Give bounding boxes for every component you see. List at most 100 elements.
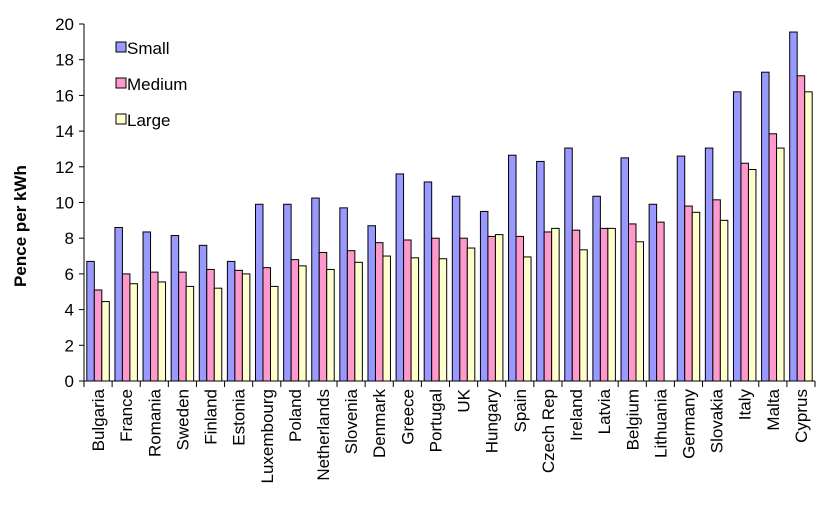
x-tick-label: Romania [145, 388, 164, 457]
bar-medium-bulgaria [93, 289, 103, 382]
bar-medium-luxembourg [262, 267, 271, 382]
y-tick-label: 8 [65, 229, 74, 248]
bar-medium-finland [206, 268, 215, 382]
x-tick-label: Hungary [483, 389, 502, 454]
legend: Small Medium Large [115, 39, 187, 130]
bar-small-romania [142, 231, 152, 382]
x-tick-label: Bulgaria [89, 388, 108, 451]
bar-medium-slovakia [712, 199, 721, 382]
bar-medium-cyprus [796, 75, 806, 382]
legend-swatch-large [115, 113, 127, 125]
bar-large-italy [747, 168, 757, 382]
bar-small-greece [395, 173, 405, 382]
bar-small-slovakia [704, 147, 714, 382]
x-tick-label: Sweden [173, 389, 192, 450]
legend-label-large: Large [127, 111, 170, 130]
x-tick-label: Slovakia [708, 388, 727, 453]
x-tick-label: Portugal [426, 389, 445, 452]
x-tick-label: Denmark [370, 389, 389, 458]
bar-medium-spain [515, 235, 525, 382]
bar-medium-belgium [628, 223, 637, 382]
x-tick-label: Estonia [230, 388, 249, 445]
y-tick-labels: 0 2 4 6 8 10 12 14 16 18 20 [55, 15, 74, 391]
bar-small-slovenia [339, 207, 348, 382]
y-tick-label: 10 [55, 194, 74, 213]
bar-medium-denmark [374, 242, 384, 382]
bar-small-bulgaria [86, 260, 95, 382]
bar-large-czech-rep [551, 227, 560, 382]
bar-large-malta [776, 147, 785, 382]
bar-small-ireland [564, 147, 573, 382]
x-tick-label: Netherlands [314, 389, 333, 481]
bar-large-spain [523, 256, 532, 382]
legend-swatch-medium [115, 77, 127, 89]
bar-small-spain [508, 154, 517, 382]
bar-medium-netherlands [318, 251, 328, 382]
x-tick-label: Greece [398, 389, 417, 445]
x-tick-labels: Bulgaria France Romania Sweden Finland Estoni… [89, 388, 811, 483]
bar-small-estonia [226, 260, 236, 382]
bar-small-italy [732, 91, 742, 382]
bar-medium-germany [684, 205, 693, 382]
bar-medium-greece [403, 239, 412, 382]
bar-large-finland [213, 287, 223, 382]
bar-large-bulgaria [101, 301, 110, 382]
bar-small-denmark [367, 225, 376, 382]
bar-small-france [114, 226, 123, 382]
bar-small-uk [451, 195, 461, 382]
x-tick-label: Lithuania [651, 388, 670, 458]
bar-large-denmark [382, 255, 391, 382]
bar-medium-latvia [599, 227, 609, 382]
bar-large-slovenia [354, 261, 363, 382]
bar-large-luxembourg [270, 285, 279, 382]
bar-large-ireland [579, 249, 588, 382]
legend-label-medium: Medium [127, 75, 187, 94]
bar-large-poland [298, 265, 307, 382]
x-tick-label: Ireland [567, 389, 586, 441]
x-tick-label: Finland [202, 389, 221, 445]
bar-medium-italy [740, 162, 749, 382]
y-tick-label: 6 [65, 265, 74, 284]
y-axis-label: Pence per kWh [11, 165, 30, 287]
y-tick-label: 14 [55, 122, 74, 141]
bar-small-sweden [170, 235, 180, 382]
bar-medium-hungary [487, 235, 496, 382]
x-tick-label: Germany [679, 389, 698, 459]
bar-medium-sweden [178, 271, 187, 382]
legend-label-small: Small [127, 39, 170, 58]
x-tick-label: France [117, 389, 136, 442]
bar-medium-romania [150, 271, 159, 382]
x-tick-label: Luxembourg [258, 389, 277, 484]
bar-small-poland [283, 203, 292, 382]
bar-small-hungary [479, 210, 489, 382]
x-tick-label: UK [455, 388, 474, 412]
bar-medium-lithuania [656, 221, 665, 382]
legend-swatch-small [115, 41, 127, 53]
bar-medium-poland [290, 259, 300, 382]
bar-small-czech-rep [536, 160, 545, 382]
bar-large-greece [410, 257, 420, 382]
y-tick-label: 4 [65, 301, 74, 320]
bars [86, 31, 813, 382]
y-tick-label: 20 [55, 15, 74, 34]
x-tick-label: Czech Rep [539, 389, 558, 473]
bar-medium-estonia [234, 269, 243, 382]
bar-large-france [129, 283, 138, 382]
bar-medium-czech-rep [543, 231, 553, 382]
bar-large-sweden [185, 285, 195, 382]
x-tick-label: Belgium [623, 389, 642, 450]
bar-large-uk [466, 247, 476, 382]
bar-large-estonia [241, 273, 251, 382]
bar-small-germany [676, 155, 686, 382]
y-tick-label: 18 [55, 51, 74, 70]
y-tick-label: 0 [65, 372, 74, 391]
bar-large-latvia [607, 227, 616, 382]
bar-small-latvia [592, 195, 601, 382]
bar-medium-portugal [431, 237, 440, 382]
bar-large-hungary [494, 234, 504, 382]
x-tick-label: Latvia [595, 388, 614, 434]
x-tick-label: Italy [736, 389, 755, 421]
bar-large-netherlands [326, 268, 335, 382]
x-tick-label: Spain [511, 389, 530, 432]
